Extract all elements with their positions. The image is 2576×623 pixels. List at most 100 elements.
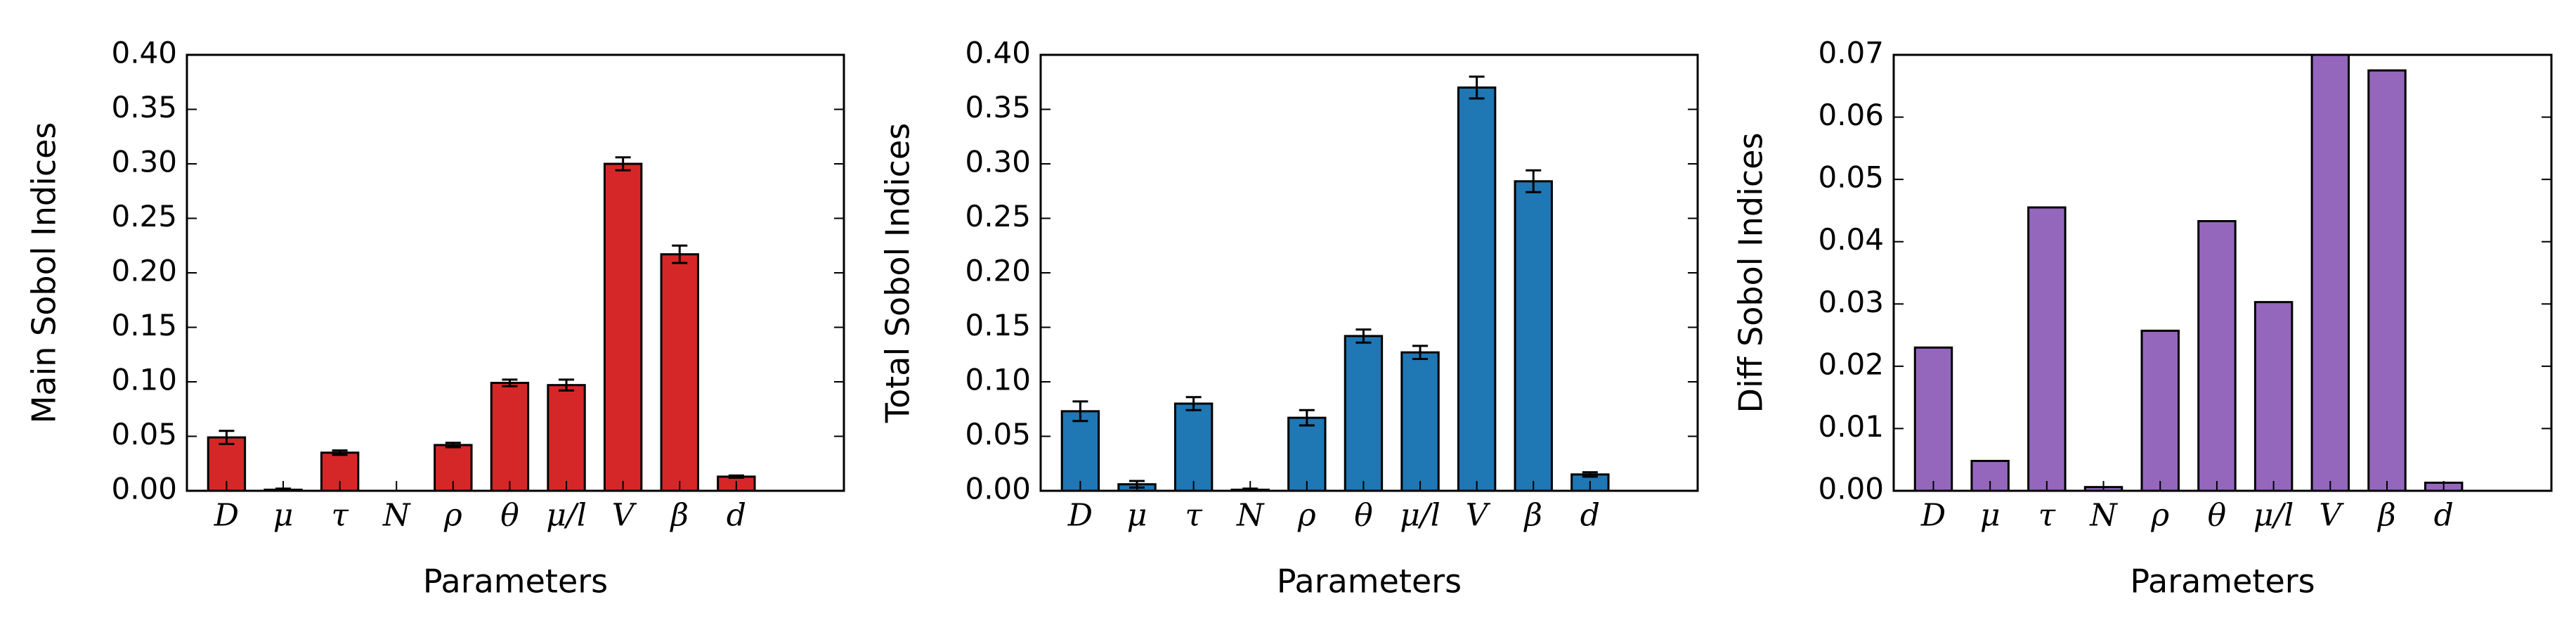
error-bar — [219, 430, 235, 445]
y-tick-label: 0.30 — [111, 145, 177, 179]
x-tick-label: ρ — [2150, 498, 2169, 534]
bar — [1060, 410, 1100, 492]
y-tick-label: 0.07 — [1818, 36, 1884, 70]
error-bar — [615, 156, 631, 172]
axes-frame — [1892, 53, 2553, 492]
y-tick-label: 0.00 — [965, 472, 1031, 506]
y-tick-label: 0.00 — [1818, 472, 1884, 506]
y-axis-label: Diff Sobol Indices — [1732, 133, 1770, 413]
y-tick-label: 0.25 — [965, 199, 1031, 233]
error-bar — [332, 449, 348, 456]
bar — [2367, 69, 2407, 492]
x-tick-label: τ — [331, 498, 349, 534]
y-tick-label: 0.20 — [965, 254, 1031, 288]
y-tick-label: 0.40 — [965, 36, 1031, 70]
x-tick-label: d — [1580, 498, 1600, 534]
x-tick-label: μ/l — [1400, 498, 1440, 534]
x-tick-label: μ/l — [546, 498, 587, 534]
x-tick-label: d — [727, 498, 746, 534]
error-bar — [1185, 396, 1202, 411]
x-tick-label: D — [214, 498, 239, 534]
y-tick-label: 0.30 — [965, 145, 1031, 179]
bar — [1287, 416, 1327, 492]
y-tick-label: 0.25 — [111, 199, 177, 233]
error-bar — [1412, 345, 1429, 360]
axes-frame — [186, 53, 845, 492]
error-bar — [559, 378, 575, 392]
x-tick-label: D — [1067, 498, 1093, 534]
error-bar — [728, 474, 744, 479]
y-tick-label: 0.20 — [111, 254, 177, 288]
y-tick-label: 0.05 — [965, 417, 1031, 451]
x-tick-label: N — [2089, 498, 2118, 534]
x-tick-label: μ — [1127, 498, 1147, 534]
x-tick-label: μ — [1980, 498, 2001, 534]
y-tick-label: 0.35 — [965, 90, 1031, 124]
y-tick-label: 0.03 — [1818, 285, 1884, 319]
error-bar — [1526, 169, 1542, 193]
bar — [2027, 206, 2067, 492]
bar — [603, 162, 643, 492]
error-bar — [1299, 409, 1315, 427]
y-tick-label: 0.01 — [1818, 409, 1884, 444]
x-tick-label: N — [382, 498, 411, 534]
bar — [2310, 53, 2350, 492]
x-tick-label: ρ — [1297, 498, 1316, 534]
y-axis-label: Total Sobol Indices — [879, 123, 917, 423]
x-tick-label: V — [2319, 498, 2344, 534]
x-tick-label: β — [2376, 498, 2395, 534]
y-tick-label: 0.10 — [965, 363, 1031, 397]
error-bar — [502, 378, 518, 387]
x-tick-label: ρ — [443, 498, 462, 534]
x-tick-label: D — [1920, 498, 1946, 534]
y-tick-label: 0.00 — [111, 472, 177, 506]
x-axis-label: Parameters — [1277, 563, 1462, 600]
x-tick-label: θ — [500, 498, 519, 534]
bar — [1344, 335, 1384, 492]
x-tick-label: μ/l — [2253, 498, 2294, 534]
y-tick-label: 0.05 — [1818, 160, 1884, 195]
y-tick-label: 0.04 — [1818, 222, 1884, 257]
bar — [1514, 180, 1553, 492]
bar — [490, 382, 530, 492]
bar — [1400, 351, 1440, 492]
x-tick-label: N — [1236, 498, 1265, 534]
y-tick-label: 0.15 — [111, 308, 177, 342]
error-bar — [445, 442, 461, 449]
x-tick-label: d — [2434, 498, 2454, 534]
x-tick-label: τ — [2038, 498, 2056, 534]
error-bar — [1469, 75, 1485, 100]
y-tick-label: 0.02 — [1818, 347, 1884, 381]
x-tick-label: V — [612, 498, 637, 534]
x-tick-label: β — [670, 498, 689, 534]
x-tick-label: β — [1523, 498, 1542, 534]
error-bar — [1072, 400, 1088, 423]
bar — [2140, 329, 2180, 492]
y-tick-label: 0.06 — [1818, 98, 1884, 132]
bar — [1457, 86, 1497, 492]
x-tick-label: θ — [1354, 498, 1373, 534]
bar — [1913, 346, 1953, 492]
y-tick-label: 0.40 — [111, 36, 177, 70]
error-bar — [672, 244, 688, 264]
x-tick-label: V — [1466, 498, 1491, 534]
y-tick-label: 0.35 — [111, 90, 177, 124]
y-axis-label: Main Sobol Indices — [25, 122, 63, 424]
bar — [1173, 402, 1214, 492]
bar — [660, 253, 699, 492]
y-tick-label: 0.15 — [965, 308, 1031, 342]
bar — [2253, 301, 2294, 492]
error-bar — [1355, 328, 1372, 344]
x-tick-label: τ — [1185, 498, 1202, 534]
x-axis-label: Parameters — [423, 563, 608, 600]
error-bar — [1582, 471, 1598, 478]
y-tick-label: 0.10 — [111, 363, 177, 397]
axes-frame — [1039, 53, 1699, 492]
bar — [2197, 219, 2237, 492]
x-tick-label: θ — [2208, 498, 2227, 534]
y-tick-label: 0.05 — [111, 417, 177, 451]
x-tick-label: μ — [273, 498, 294, 534]
bar — [547, 384, 586, 492]
x-axis-label: Parameters — [2130, 563, 2315, 600]
